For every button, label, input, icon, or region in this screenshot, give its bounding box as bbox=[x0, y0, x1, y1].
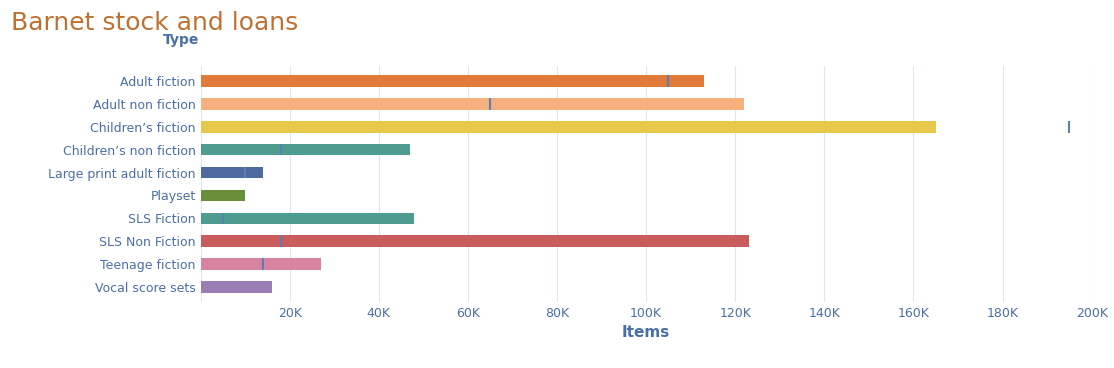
Bar bbox=[201, 281, 272, 293]
Text: Type: Type bbox=[164, 33, 199, 47]
Bar bbox=[201, 258, 321, 270]
Bar bbox=[201, 75, 704, 87]
Bar bbox=[201, 121, 936, 132]
Bar bbox=[201, 213, 414, 224]
Text: Barnet stock and loans: Barnet stock and loans bbox=[11, 11, 299, 35]
X-axis label: Items: Items bbox=[622, 325, 671, 340]
Bar bbox=[201, 144, 410, 155]
Bar bbox=[201, 190, 245, 201]
Bar bbox=[201, 236, 749, 247]
Bar bbox=[201, 167, 263, 178]
Bar bbox=[201, 98, 744, 110]
